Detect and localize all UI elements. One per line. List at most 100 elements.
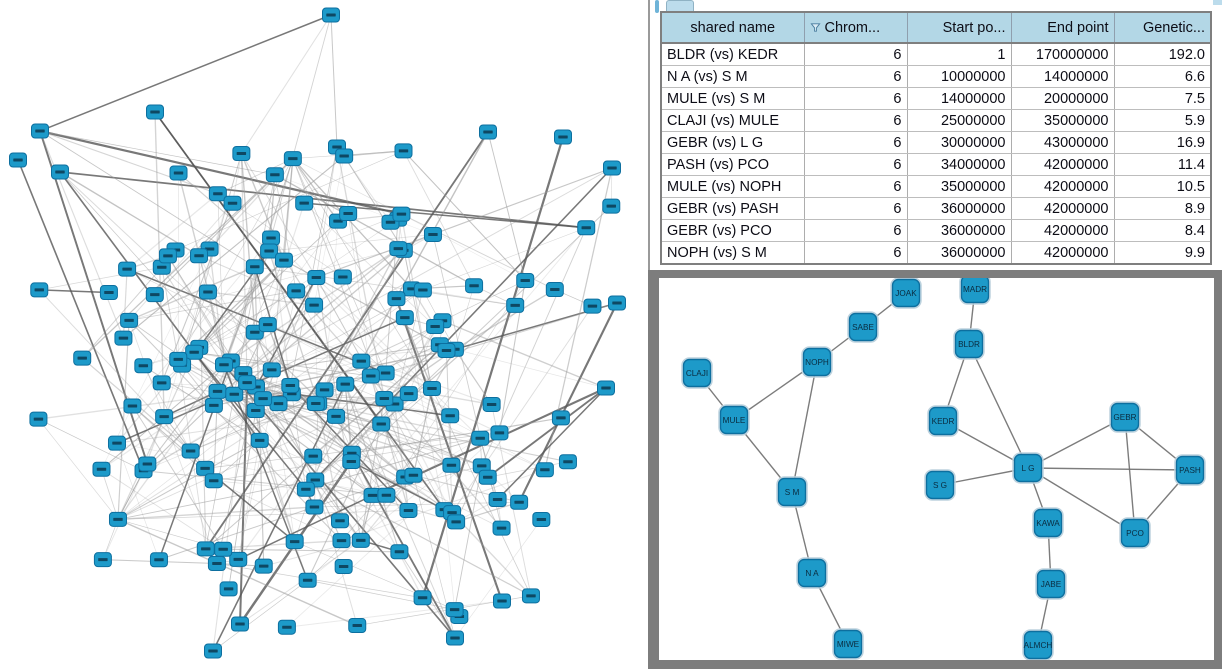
network-node[interactable] (306, 396, 325, 412)
network-node-NA[interactable]: N A (796, 557, 828, 589)
network-node[interactable] (315, 382, 334, 398)
network-node-ALMCH[interactable]: ALMCH (1022, 629, 1054, 660)
network-node[interactable] (446, 630, 464, 646)
network-node-JABE[interactable]: JABE (1035, 568, 1067, 600)
network-node[interactable] (296, 481, 315, 497)
network-node-LG[interactable]: L G (1012, 452, 1044, 484)
overview-network-view[interactable] (0, 0, 648, 669)
network-node[interactable] (215, 357, 234, 373)
network-node[interactable] (445, 602, 464, 618)
network-node[interactable] (225, 386, 244, 402)
network-node[interactable] (399, 502, 418, 518)
network-node[interactable] (399, 386, 418, 402)
network-node[interactable] (389, 241, 408, 257)
network-node[interactable] (465, 278, 484, 294)
network-node[interactable] (254, 558, 273, 574)
network-node[interactable] (245, 259, 264, 275)
network-node[interactable] (223, 195, 242, 211)
network-node[interactable] (472, 458, 491, 474)
network-node[interactable] (196, 541, 215, 557)
network-node[interactable] (413, 590, 432, 606)
network-node[interactable] (577, 220, 596, 236)
network-node[interactable] (254, 391, 273, 407)
network-node[interactable] (488, 491, 507, 507)
network-node[interactable] (169, 165, 188, 181)
table-tab-fragment[interactable] (666, 0, 694, 11)
network-node[interactable] (190, 248, 209, 264)
column-header-chromosome[interactable]: Chrom... (804, 12, 908, 44)
network-node[interactable] (375, 391, 394, 407)
network-node[interactable] (603, 160, 621, 176)
network-node[interactable] (181, 443, 200, 459)
network-node[interactable] (331, 513, 350, 529)
network-node[interactable] (274, 252, 293, 268)
network-node[interactable] (305, 499, 324, 515)
network-node[interactable] (377, 487, 396, 503)
network-node[interactable] (478, 469, 497, 485)
network-node[interactable] (332, 533, 351, 549)
network-node[interactable] (51, 164, 69, 180)
network-node[interactable] (532, 512, 551, 528)
network-node[interactable] (493, 593, 511, 609)
scrollbar-thumb[interactable] (655, 0, 659, 13)
network-node[interactable] (287, 283, 306, 299)
network-node[interactable] (422, 381, 441, 397)
network-node-KEDR[interactable]: KEDR (927, 405, 959, 437)
network-node[interactable] (93, 552, 112, 568)
network-node[interactable] (551, 410, 570, 426)
network-node[interactable] (558, 454, 577, 470)
network-node[interactable] (108, 511, 127, 527)
network-node[interactable] (204, 397, 223, 413)
network-node[interactable] (583, 298, 602, 314)
network-node[interactable] (146, 104, 164, 120)
network-node[interactable] (229, 551, 248, 567)
table-row[interactable]: CLAJI (vs) MULE 6 25000000 35000000 5.9 (661, 109, 1211, 132)
column-header-shared-name[interactable]: shared name (661, 12, 805, 44)
network-node[interactable] (506, 297, 525, 313)
network-node[interactable] (372, 416, 391, 432)
network-node[interactable] (219, 581, 238, 597)
network-node[interactable] (207, 556, 226, 572)
network-node[interactable] (327, 408, 346, 424)
network-node-BLDR[interactable]: BLDR (953, 328, 985, 360)
network-node[interactable] (516, 272, 535, 288)
network-node-KAWA[interactable]: KAWA (1032, 507, 1064, 539)
network-node[interactable] (333, 269, 352, 285)
column-header-end-point[interactable]: End point (1011, 12, 1115, 44)
network-node[interactable] (521, 588, 540, 604)
network-node[interactable] (152, 259, 171, 275)
network-node[interactable] (342, 454, 361, 470)
network-node[interactable] (92, 461, 111, 477)
network-node[interactable] (535, 462, 554, 478)
detail-network-view[interactable]: JOAK MADR SABE BLDR NOPH CLAJI MULE KEDR GEBR L G… (659, 278, 1214, 660)
network-node[interactable] (390, 544, 409, 560)
network-node[interactable] (265, 167, 284, 183)
network-node[interactable] (204, 643, 222, 659)
table-row[interactable]: GEBR (vs) PCO 6 36000000 42000000 8.4 (661, 219, 1211, 242)
network-node[interactable] (231, 616, 249, 632)
network-node[interactable] (336, 376, 355, 392)
network-node[interactable] (339, 206, 358, 222)
table-row[interactable]: MULE (vs) NOPH 6 35000000 42000000 10.5 (661, 175, 1211, 198)
network-node[interactable] (395, 310, 414, 326)
network-node[interactable] (447, 514, 466, 530)
network-node[interactable] (281, 378, 300, 394)
network-node[interactable] (392, 206, 411, 222)
network-node[interactable] (361, 368, 380, 384)
network-node[interactable] (9, 152, 27, 168)
network-node[interactable] (169, 351, 188, 367)
network-node[interactable] (149, 552, 168, 568)
network-node[interactable] (29, 411, 48, 427)
network-node[interactable] (348, 618, 367, 634)
network-node[interactable] (597, 380, 615, 396)
network-node[interactable] (30, 282, 49, 298)
table-row[interactable]: GEBR (vs) PASH 6 36000000 42000000 8.9 (661, 197, 1211, 220)
network-node[interactable] (304, 448, 323, 464)
network-node-GEBR[interactable]: GEBR (1109, 401, 1141, 433)
network-node[interactable] (260, 243, 279, 259)
network-node[interactable] (204, 473, 223, 489)
network-node[interactable] (413, 282, 432, 298)
network-node[interactable] (214, 541, 233, 557)
network-node-SABE[interactable]: SABE (847, 311, 879, 343)
table-row[interactable]: N A (vs) S M 6 10000000 14000000 6.6 (661, 65, 1211, 88)
